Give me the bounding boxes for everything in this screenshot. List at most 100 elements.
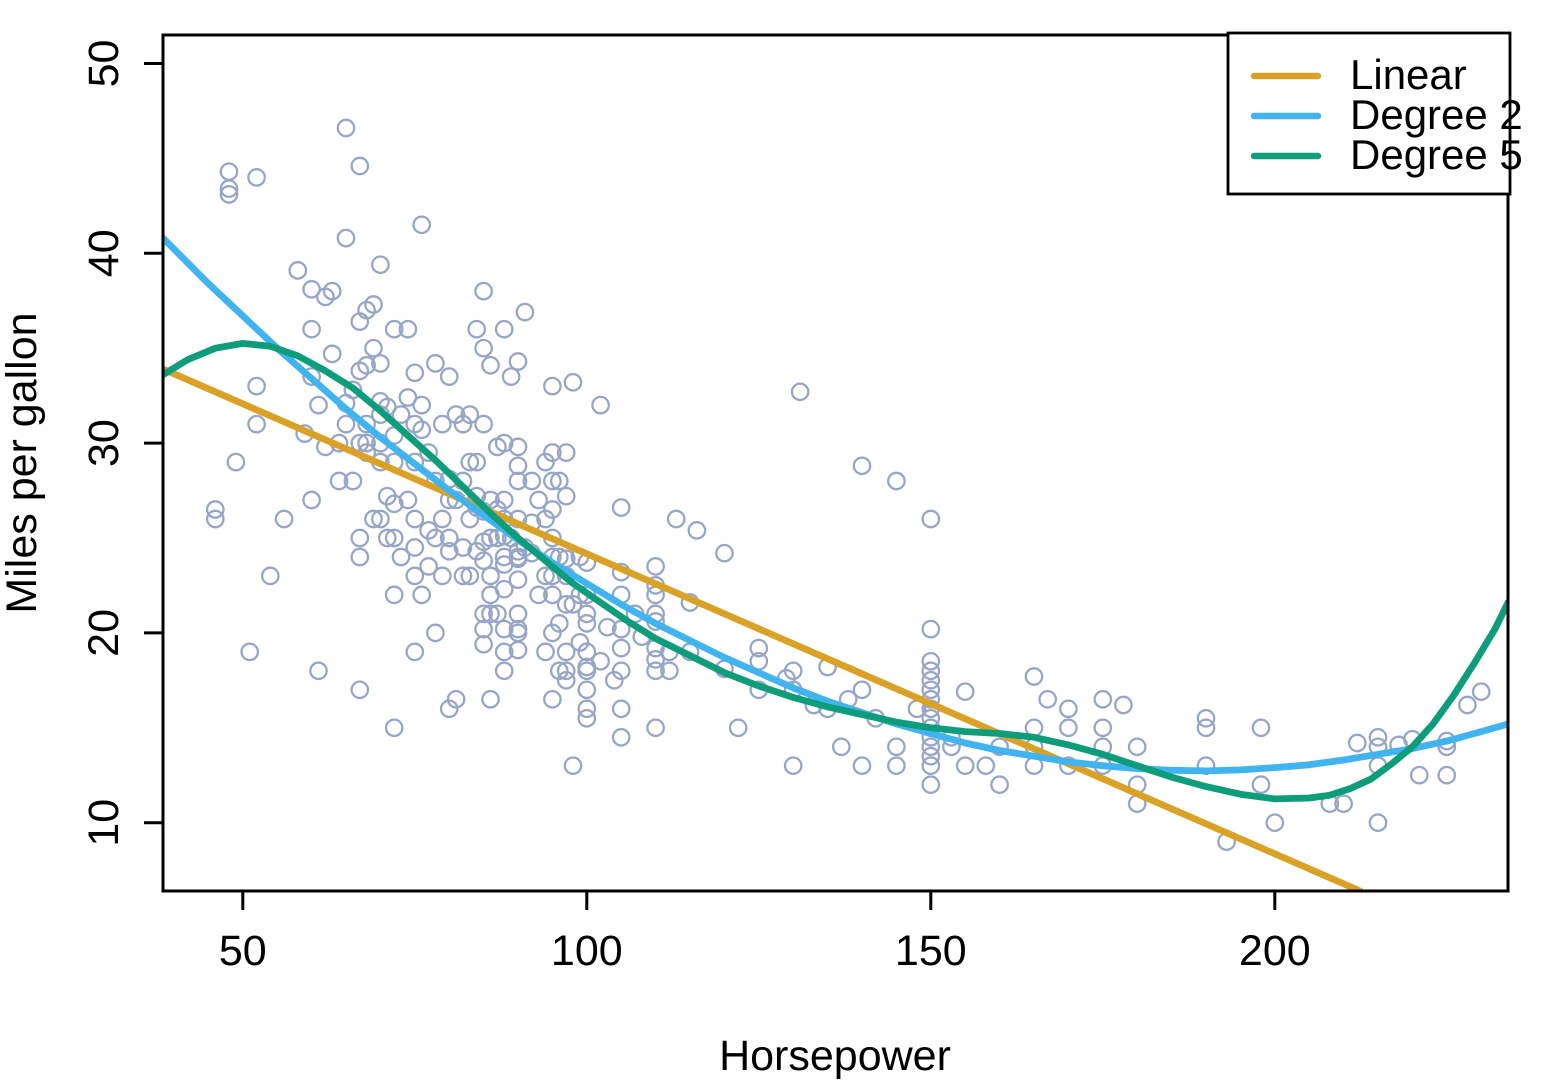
data-point	[591, 651, 610, 671]
data-point	[494, 579, 514, 599]
data-point	[549, 614, 569, 633]
data-point	[474, 604, 493, 624]
data-point	[240, 642, 260, 662]
legend-label: Degree 2	[1350, 91, 1523, 138]
data-point	[336, 228, 356, 248]
fit-line-linear	[163, 365, 1364, 891]
data-point	[467, 541, 487, 561]
data-point	[1059, 699, 1078, 719]
data-point	[577, 699, 597, 719]
data-point	[391, 547, 411, 567]
data-point	[955, 682, 975, 702]
data-point	[219, 179, 239, 199]
data-point	[577, 642, 597, 662]
scatter-points	[205, 118, 1491, 852]
data-point	[529, 585, 548, 605]
data-point	[887, 471, 906, 491]
data-point	[543, 443, 562, 462]
data-point	[364, 509, 383, 529]
data-point	[543, 500, 562, 519]
data-point	[1059, 718, 1078, 738]
data-point	[543, 623, 562, 643]
data-point	[536, 452, 555, 472]
legend-label: Degree 5	[1350, 131, 1523, 178]
y-tick-label: 50	[80, 40, 128, 88]
data-point	[481, 528, 500, 548]
data-point	[536, 566, 555, 586]
data-point	[322, 344, 342, 364]
data-point	[343, 471, 363, 491]
data-point	[481, 689, 500, 709]
data-point	[274, 509, 294, 529]
data-point	[247, 414, 266, 434]
data-point	[494, 555, 514, 574]
data-point	[646, 557, 665, 576]
data-point	[556, 661, 576, 681]
data-point	[1038, 689, 1058, 709]
y-tick-label: 40	[80, 229, 128, 277]
data-point	[488, 604, 507, 624]
data-point	[543, 376, 562, 396]
data-point	[302, 490, 321, 510]
data-point	[1251, 775, 1271, 795]
data-point	[1024, 667, 1044, 686]
data-point	[439, 367, 459, 386]
fit-line-degree-5	[163, 340, 1508, 803]
data-point	[783, 756, 803, 776]
data-point	[474, 619, 493, 639]
data-point	[556, 595, 576, 614]
data-point	[976, 756, 996, 776]
data-point	[350, 528, 370, 548]
data-point	[508, 437, 528, 457]
data-point	[439, 528, 459, 548]
data-point	[728, 718, 748, 738]
data-point	[921, 756, 941, 776]
data-point	[494, 642, 514, 662]
x-tick-label: 200	[1239, 927, 1311, 975]
data-point	[350, 547, 370, 567]
data-point	[446, 689, 466, 709]
data-point	[481, 355, 500, 375]
x-axis-title: Horsepower	[719, 1032, 951, 1080]
data-point	[481, 566, 500, 586]
data-point	[508, 619, 528, 639]
data-point	[660, 661, 679, 681]
fit-line-degree-2	[163, 234, 1508, 775]
data-point	[1196, 718, 1216, 738]
data-point	[646, 650, 665, 669]
data-point	[481, 604, 500, 624]
data-point	[432, 414, 452, 434]
data-point	[371, 255, 390, 275]
data-point	[336, 414, 356, 434]
data-point	[556, 670, 576, 690]
legend-label: Linear	[1350, 51, 1467, 98]
data-point	[398, 388, 418, 407]
data-point	[453, 538, 473, 557]
data-point	[921, 746, 941, 766]
x-tick-label: 100	[551, 927, 623, 975]
data-point	[598, 617, 617, 637]
data-point	[405, 642, 425, 662]
data-point	[357, 433, 376, 453]
data-point	[887, 737, 906, 757]
data-point	[453, 566, 473, 586]
data-point	[371, 509, 390, 529]
data-point	[563, 595, 583, 614]
data-point	[426, 354, 445, 373]
data-point	[219, 162, 239, 182]
data-point	[384, 718, 404, 738]
data-point	[357, 355, 376, 375]
data-point	[205, 500, 225, 519]
data-point	[343, 380, 363, 400]
data-point	[439, 699, 459, 719]
data-point	[508, 570, 528, 590]
data-point	[350, 680, 370, 700]
data-point	[432, 566, 452, 586]
data-point	[515, 302, 535, 322]
data-point	[494, 661, 514, 681]
data-point	[921, 661, 941, 681]
data-point	[921, 775, 941, 795]
data-point	[536, 509, 555, 529]
